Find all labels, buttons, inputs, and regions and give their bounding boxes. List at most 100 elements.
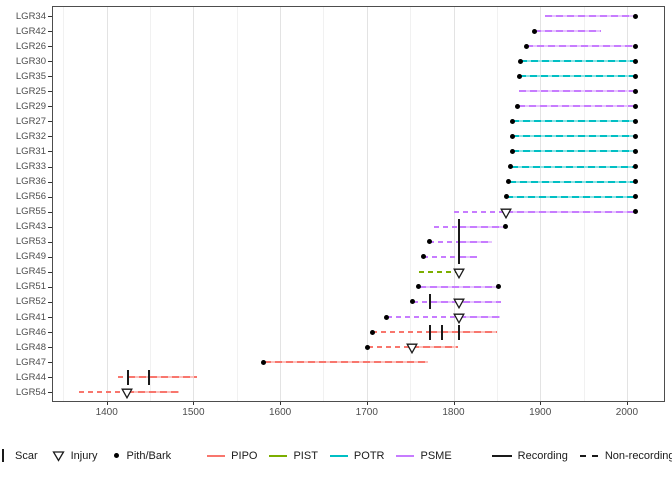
y-axis-tick xyxy=(48,61,52,63)
pith-bark-marker xyxy=(633,43,639,49)
pith-bark-marker xyxy=(506,179,512,185)
pith-bark-marker xyxy=(509,118,515,124)
series-line-segment-recording xyxy=(458,240,492,243)
legend-item-species-PIPO: PIPO xyxy=(207,447,257,465)
series-line-segment-recording xyxy=(263,361,429,364)
x-axis-tick-label: 1500 xyxy=(182,407,205,418)
y-axis-label: LGR47 xyxy=(15,356,46,368)
pith-bark-marker xyxy=(633,118,639,124)
legend-label: PSME xyxy=(420,450,452,462)
series-line-segment-recording xyxy=(526,45,636,48)
scar-marker xyxy=(429,324,432,340)
y-axis-label: LGR55 xyxy=(15,206,46,218)
grid-line-major xyxy=(453,6,455,402)
series-line-segment-recording xyxy=(519,90,636,93)
y-axis-label: LGR34 xyxy=(15,10,46,22)
series-line-segment-recording xyxy=(506,195,636,198)
x-axis-tick xyxy=(193,402,195,405)
pith-bark-marker xyxy=(516,73,522,79)
injury-marker xyxy=(452,298,465,309)
series-line-segment-recording xyxy=(512,120,636,123)
y-axis-label: LGR48 xyxy=(15,341,46,353)
legend-label: POTR xyxy=(353,450,385,462)
injury-marker xyxy=(120,388,133,400)
species-PSME-icon xyxy=(396,447,415,465)
x-axis-tick-label: 1400 xyxy=(95,407,118,418)
pith-bark-marker xyxy=(496,284,502,290)
series-line-segment-recording xyxy=(517,105,636,108)
series-line-segment-non-recording xyxy=(367,346,412,349)
injury-triangle-icon xyxy=(51,447,65,465)
pith-bark-marker xyxy=(416,284,422,290)
legend-label: Non-recording xyxy=(604,450,672,462)
series-line-segment-non-recording xyxy=(78,391,127,394)
y-axis-label: LGR32 xyxy=(15,130,46,142)
y-axis-tick xyxy=(48,271,52,273)
y-axis-label: LGR31 xyxy=(15,145,46,157)
legend-item-scar: Scar xyxy=(0,447,38,465)
y-axis-tick xyxy=(48,31,52,33)
grid-line-minor xyxy=(323,6,325,402)
series-line-segment-non-recording xyxy=(412,300,431,303)
y-axis-tick xyxy=(48,317,52,318)
grid-line-major xyxy=(540,6,542,402)
y-axis-tick xyxy=(48,76,52,78)
legend-item-non-recording-line: Non-recording xyxy=(579,447,672,465)
series-line-segment-non-recording xyxy=(429,240,459,243)
pith-bark-marker xyxy=(633,58,639,64)
grid-line-minor xyxy=(583,6,585,402)
panel-border xyxy=(52,6,665,402)
injury-marker xyxy=(499,208,512,219)
series-line-segment-recording xyxy=(520,60,636,63)
y-axis-tick xyxy=(48,121,52,123)
legend-item-species-PIST: PIST xyxy=(269,447,318,465)
y-axis-label: LGR42 xyxy=(15,25,46,37)
pith-bark-marker xyxy=(523,43,529,49)
pith-bark-marker xyxy=(633,73,639,79)
y-axis-tick xyxy=(48,136,52,138)
x-axis-tick xyxy=(106,402,108,405)
y-axis-tick xyxy=(48,377,52,379)
scar-marker xyxy=(127,369,130,385)
legend-item-recording-line: Recording xyxy=(491,447,568,465)
series-line-segment-recording xyxy=(458,316,501,318)
grid-line-major xyxy=(626,6,628,402)
legend-label: Pith/Bark xyxy=(126,450,172,462)
scar-marker xyxy=(457,234,460,250)
x-axis-tick xyxy=(626,402,628,405)
species-PIPO-icon xyxy=(207,447,226,465)
pith-bark-marker xyxy=(410,299,416,305)
y-axis-tick xyxy=(48,16,52,17)
y-axis-label: LGR27 xyxy=(15,115,46,127)
y-axis-label: LGR52 xyxy=(15,296,46,308)
series-line-segment-non-recording xyxy=(418,270,459,273)
pith-bark-marker xyxy=(633,179,639,185)
grid-line-minor xyxy=(63,6,65,402)
y-axis-tick xyxy=(48,211,52,213)
pith-bark-marker xyxy=(384,314,390,320)
series-line-segment-non-recording xyxy=(372,331,431,334)
pith-bark-marker xyxy=(503,194,509,200)
series-line-segment-recording xyxy=(126,391,179,394)
y-axis-tick xyxy=(48,286,52,288)
y-axis-tick xyxy=(48,301,52,303)
injury-marker xyxy=(405,343,418,355)
y-axis-tick xyxy=(48,332,52,334)
scar-marker xyxy=(429,294,432,310)
legend-item-species-POTR: POTR xyxy=(329,447,385,465)
y-axis-label: LGR36 xyxy=(15,176,46,188)
pith-bark-marker xyxy=(508,164,514,169)
pith-bark-marker xyxy=(426,239,432,245)
series-line-segment-recording xyxy=(505,210,636,213)
y-axis-tick xyxy=(48,392,52,394)
y-axis-label: LGR44 xyxy=(15,371,46,383)
y-axis-label: LGR29 xyxy=(15,100,46,112)
series-line-segment-recording xyxy=(430,331,497,334)
x-axis-tick xyxy=(366,402,368,405)
pith-bark-marker xyxy=(503,224,509,230)
y-axis-label: LGR56 xyxy=(15,191,46,203)
series-line-segment-recording xyxy=(508,180,636,183)
pith-bark-marker xyxy=(517,58,523,64)
y-axis-label: LGR33 xyxy=(15,161,46,172)
series-line-segment-recording xyxy=(411,346,458,349)
